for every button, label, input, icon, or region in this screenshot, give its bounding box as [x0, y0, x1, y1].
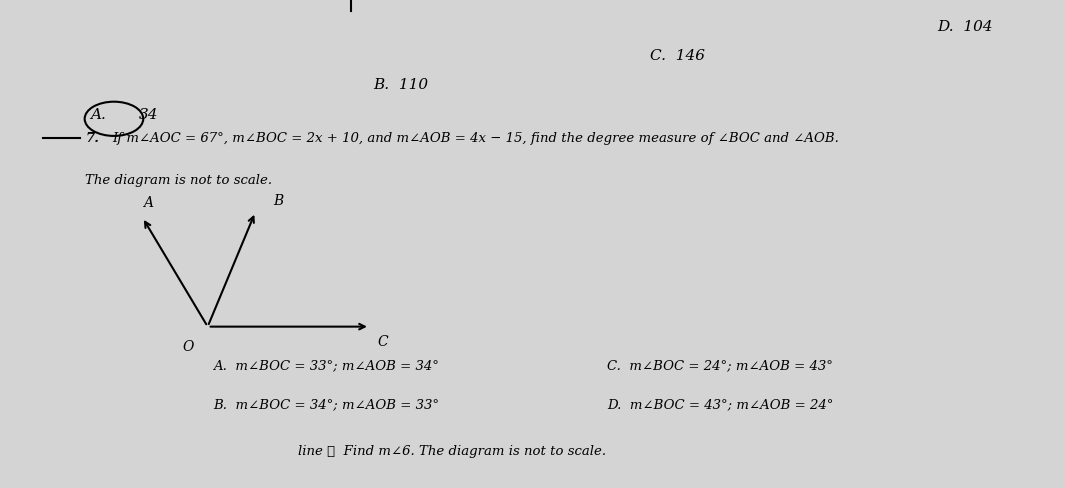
Text: line ℓ  Find m∠6. The diagram is not to scale.: line ℓ Find m∠6. The diagram is not to s…: [298, 444, 606, 457]
Text: 34: 34: [138, 107, 158, 122]
Text: O: O: [183, 339, 194, 353]
Text: B: B: [274, 194, 284, 208]
Text: D.  m∠BOC = 43°; m∠AOB = 24°: D. m∠BOC = 43°; m∠AOB = 24°: [607, 398, 834, 411]
Text: 7.: 7.: [85, 132, 99, 145]
Text: C.  146: C. 146: [650, 49, 705, 63]
Text: B.  m∠BOC = 34°; m∠AOB = 33°: B. m∠BOC = 34°; m∠AOB = 33°: [213, 398, 439, 411]
Text: B.  110: B. 110: [373, 78, 428, 92]
Text: C: C: [377, 334, 388, 348]
Text: A.: A.: [91, 107, 106, 122]
Text: A.  m∠BOC = 33°; m∠AOB = 34°: A. m∠BOC = 33°; m∠AOB = 34°: [213, 359, 439, 372]
Text: If m∠AOC = 67°, m∠BOC = 2x + 10, and m∠AOB = 4x − 15, find the degree measure of: If m∠AOC = 67°, m∠BOC = 2x + 10, and m∠A…: [112, 132, 839, 145]
Text: A: A: [143, 195, 152, 209]
Text: C.  m∠BOC = 24°; m∠AOB = 43°: C. m∠BOC = 24°; m∠AOB = 43°: [607, 359, 833, 372]
Text: The diagram is not to scale.: The diagram is not to scale.: [85, 173, 273, 186]
Text: D.  104: D. 104: [937, 20, 993, 34]
